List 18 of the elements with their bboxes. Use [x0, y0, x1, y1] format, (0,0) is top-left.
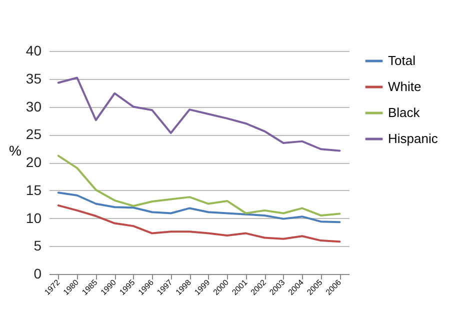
y-tick-label: 5	[34, 238, 42, 254]
y-tick-label: 25	[26, 126, 42, 142]
y-tick-label: 10	[26, 210, 42, 226]
y-tick-label: 30	[26, 98, 42, 114]
legend-label: White	[388, 79, 422, 94]
y-axis-title: %	[9, 142, 22, 158]
legend-label: Black	[388, 105, 420, 120]
y-tick-label: 0	[34, 266, 42, 282]
line-series	[57, 204, 341, 243]
y-tick-label: 15	[26, 182, 42, 198]
y-tick-label: 40	[26, 42, 42, 58]
legend-label: Total	[388, 53, 416, 68]
y-tick-label: 35	[26, 70, 42, 86]
y-tick-label: 20	[26, 154, 42, 170]
legend-label: Hispanic	[388, 131, 438, 146]
line-series	[57, 192, 341, 224]
line-series	[57, 76, 341, 152]
line-series	[57, 154, 341, 216]
